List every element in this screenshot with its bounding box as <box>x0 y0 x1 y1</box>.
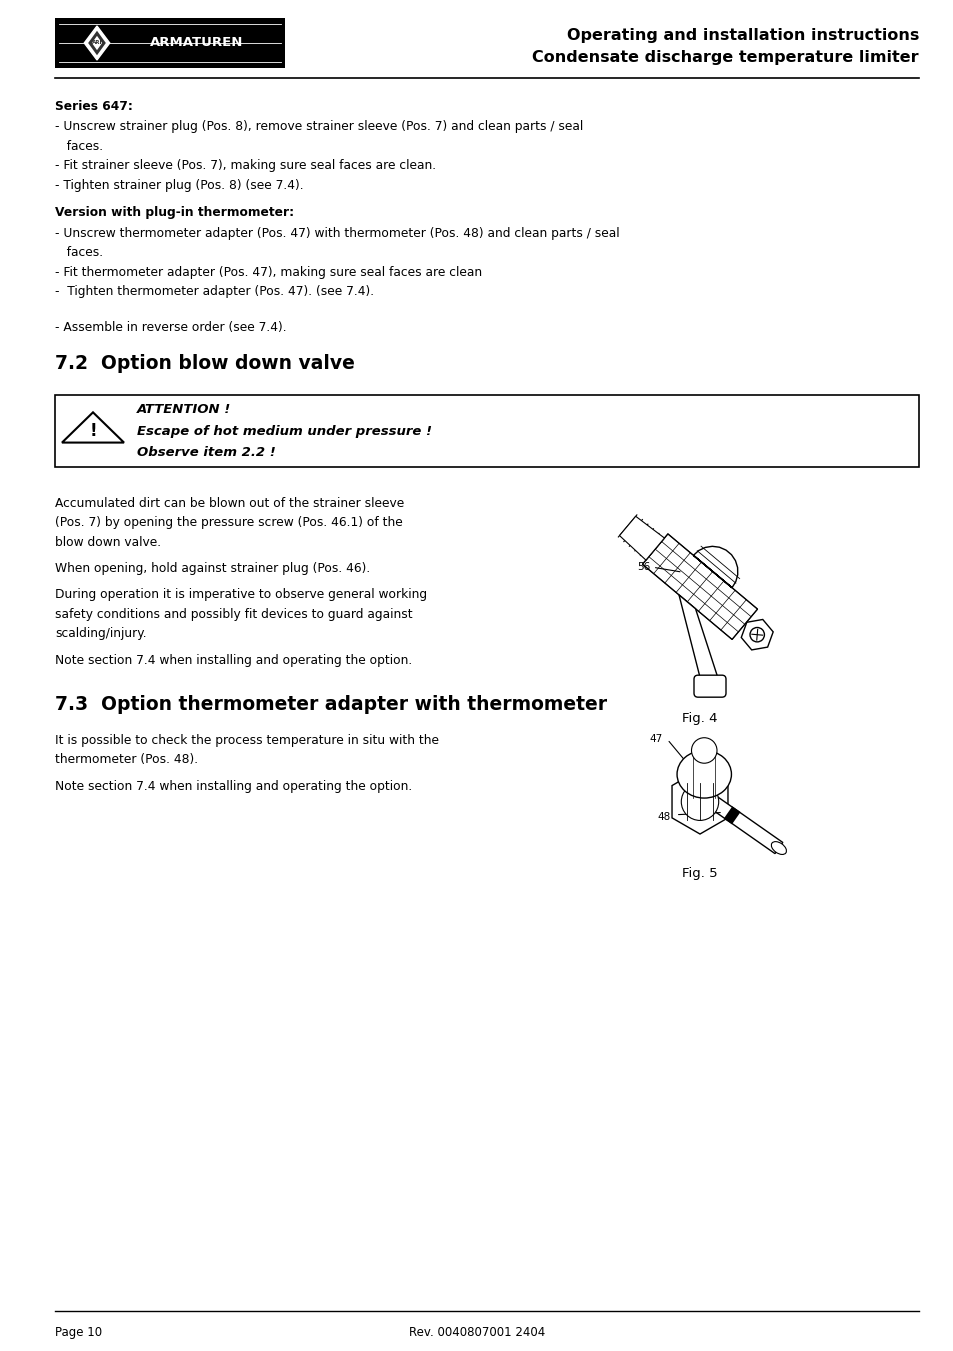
Text: faces.: faces. <box>55 246 103 259</box>
Text: Note section 7.4 when installing and operating the option.: Note section 7.4 when installing and ope… <box>55 780 412 793</box>
Text: Note section 7.4 when installing and operating the option.: Note section 7.4 when installing and ope… <box>55 654 412 666</box>
Text: Rev. 0040807001 2404: Rev. 0040807001 2404 <box>409 1325 544 1339</box>
Polygon shape <box>91 36 102 50</box>
Text: Escape of hot medium under pressure !: Escape of hot medium under pressure ! <box>137 426 432 439</box>
Ellipse shape <box>771 842 785 854</box>
Text: - Unscrew strainer plug (Pos. 8), remove strainer sleeve (Pos. 7) and clean part: - Unscrew strainer plug (Pos. 8), remove… <box>55 120 582 134</box>
Text: 48: 48 <box>657 812 670 821</box>
Text: Series 647:: Series 647: <box>55 100 132 113</box>
Polygon shape <box>740 620 772 650</box>
Text: faces.: faces. <box>55 141 103 153</box>
Text: - Fit strainer sleeve (Pos. 7), making sure seal faces are clean.: - Fit strainer sleeve (Pos. 7), making s… <box>55 159 436 173</box>
Text: safety conditions and possibly fit devices to guard against: safety conditions and possibly fit devic… <box>55 608 413 621</box>
Polygon shape <box>671 770 727 834</box>
Text: Fig. 4: Fig. 4 <box>681 712 717 724</box>
Text: Condensate discharge temperature limiter: Condensate discharge temperature limiter <box>532 50 918 65</box>
Text: scalding/injury.: scalding/injury. <box>55 627 147 640</box>
FancyBboxPatch shape <box>55 396 918 467</box>
Text: !: ! <box>89 423 96 440</box>
Text: Fig. 5: Fig. 5 <box>681 867 717 880</box>
Text: 47: 47 <box>649 735 661 744</box>
Circle shape <box>680 784 718 820</box>
Text: - Assemble in reverse order (see 7.4).: - Assemble in reverse order (see 7.4). <box>55 322 286 334</box>
Text: thermometer (Pos. 48).: thermometer (Pos. 48). <box>55 754 198 766</box>
Text: Page 10: Page 10 <box>55 1325 102 1339</box>
Text: ATTENTION !: ATTENTION ! <box>137 404 231 416</box>
Text: When opening, hold against strainer plug (Pos. 46).: When opening, hold against strainer plug… <box>55 562 370 576</box>
Polygon shape <box>84 26 110 59</box>
Text: Accumulated dirt can be blown out of the strainer sleeve: Accumulated dirt can be blown out of the… <box>55 497 404 509</box>
Text: Observe item 2.2 !: Observe item 2.2 ! <box>137 446 275 459</box>
Polygon shape <box>62 412 124 443</box>
Text: (Pos. 7) by opening the pressure screw (Pos. 46.1) of the: (Pos. 7) by opening the pressure screw (… <box>55 516 402 530</box>
Text: -  Tighten thermometer adapter (Pos. 47). (see 7.4).: - Tighten thermometer adapter (Pos. 47).… <box>55 285 374 299</box>
Text: 56: 56 <box>637 562 650 573</box>
Text: ARI: ARI <box>91 41 102 46</box>
Text: - Unscrew thermometer adapter (Pos. 47) with thermometer (Pos. 48) and clean par: - Unscrew thermometer adapter (Pos. 47) … <box>55 227 619 239</box>
Polygon shape <box>708 796 782 854</box>
Text: Operating and installation instructions: Operating and installation instructions <box>566 28 918 43</box>
Polygon shape <box>88 31 106 55</box>
Text: 7.3  Option thermometer adapter with thermometer: 7.3 Option thermometer adapter with ther… <box>55 694 606 713</box>
Text: - Fit thermometer adapter (Pos. 47), making sure seal faces are clean: - Fit thermometer adapter (Pos. 47), mak… <box>55 266 481 278</box>
Text: ARMATUREN: ARMATUREN <box>151 36 243 50</box>
Ellipse shape <box>677 750 731 798</box>
FancyBboxPatch shape <box>693 676 725 697</box>
Circle shape <box>691 738 717 763</box>
Text: blow down valve.: blow down valve. <box>55 536 161 549</box>
Polygon shape <box>679 594 719 681</box>
Text: - Tighten strainer plug (Pos. 8) (see 7.4).: - Tighten strainer plug (Pos. 8) (see 7.… <box>55 178 303 192</box>
Circle shape <box>749 627 763 642</box>
Text: It is possible to check the process temperature in situ with the: It is possible to check the process temp… <box>55 734 438 747</box>
Text: Version with plug-in thermometer:: Version with plug-in thermometer: <box>55 207 294 219</box>
Text: 7.2  Option blow down valve: 7.2 Option blow down valve <box>55 354 355 373</box>
Polygon shape <box>693 546 737 588</box>
Polygon shape <box>618 516 663 561</box>
Polygon shape <box>723 807 740 824</box>
FancyBboxPatch shape <box>55 18 285 68</box>
Text: During operation it is imperative to observe general working: During operation it is imperative to obs… <box>55 588 427 601</box>
